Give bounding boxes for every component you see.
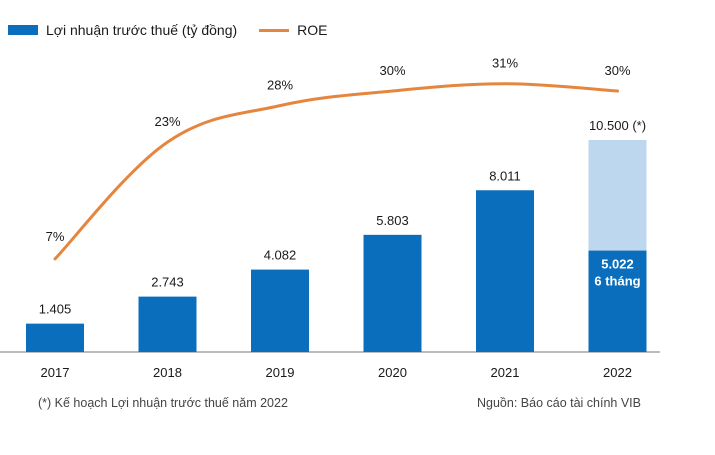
x-tick-2021: 2021: [491, 365, 520, 380]
bar-sublabel-2022-inner: 6 tháng: [594, 274, 640, 289]
legend-line-swatch: [259, 28, 290, 32]
bar-label-2019: 4.082: [264, 248, 297, 263]
chart-footnote: (*) Kế hoạch Lợi nhuận trước thuế năm 20…: [38, 396, 288, 410]
bar-label-2017: 1.405: [39, 302, 72, 317]
bar-label-2018: 2.743: [151, 275, 184, 290]
bar-label-2020: 5.803: [376, 213, 409, 228]
chart-legend: Lợi nhuận trước thuế (tỷ đồng) ROE: [8, 22, 328, 38]
roe-label-2020: 30%: [379, 63, 405, 78]
roe-label-2019: 28%: [267, 78, 293, 93]
roe-label-2021: 31%: [492, 56, 518, 71]
bar-label-2021: 8.011: [489, 168, 521, 183]
legend-bar-label: Lợi nhuận trước thuế (tỷ đồng): [46, 22, 238, 38]
bar-2019: [251, 269, 309, 352]
legend-line-label: ROE: [297, 22, 328, 38]
chart-source: Nguồn: Báo cáo tài chính VIB: [477, 396, 641, 410]
bar-2018: [138, 296, 197, 352]
bar-label-2022-plan: 10.500 (*): [589, 118, 646, 133]
bar-2021: [476, 190, 534, 352]
legend-bar-swatch: [8, 25, 38, 35]
x-tick-2018: 2018: [153, 365, 182, 380]
x-tick-2022: 2022: [603, 365, 632, 380]
bar-label-2022-inner: 5.022: [601, 257, 634, 272]
roe-label-2018: 23%: [154, 114, 180, 129]
bar-2020: [363, 234, 422, 352]
roe-label-2017: 7%: [46, 229, 65, 244]
bar-2017: [26, 323, 84, 352]
roe-label-2022: 30%: [604, 63, 630, 78]
roe-line: [53, 82, 619, 261]
x-tick-2019: 2019: [266, 365, 295, 380]
x-tick-2017: 2017: [41, 365, 70, 380]
x-tick-2020: 2020: [378, 365, 407, 380]
bar-2022: [588, 250, 647, 352]
